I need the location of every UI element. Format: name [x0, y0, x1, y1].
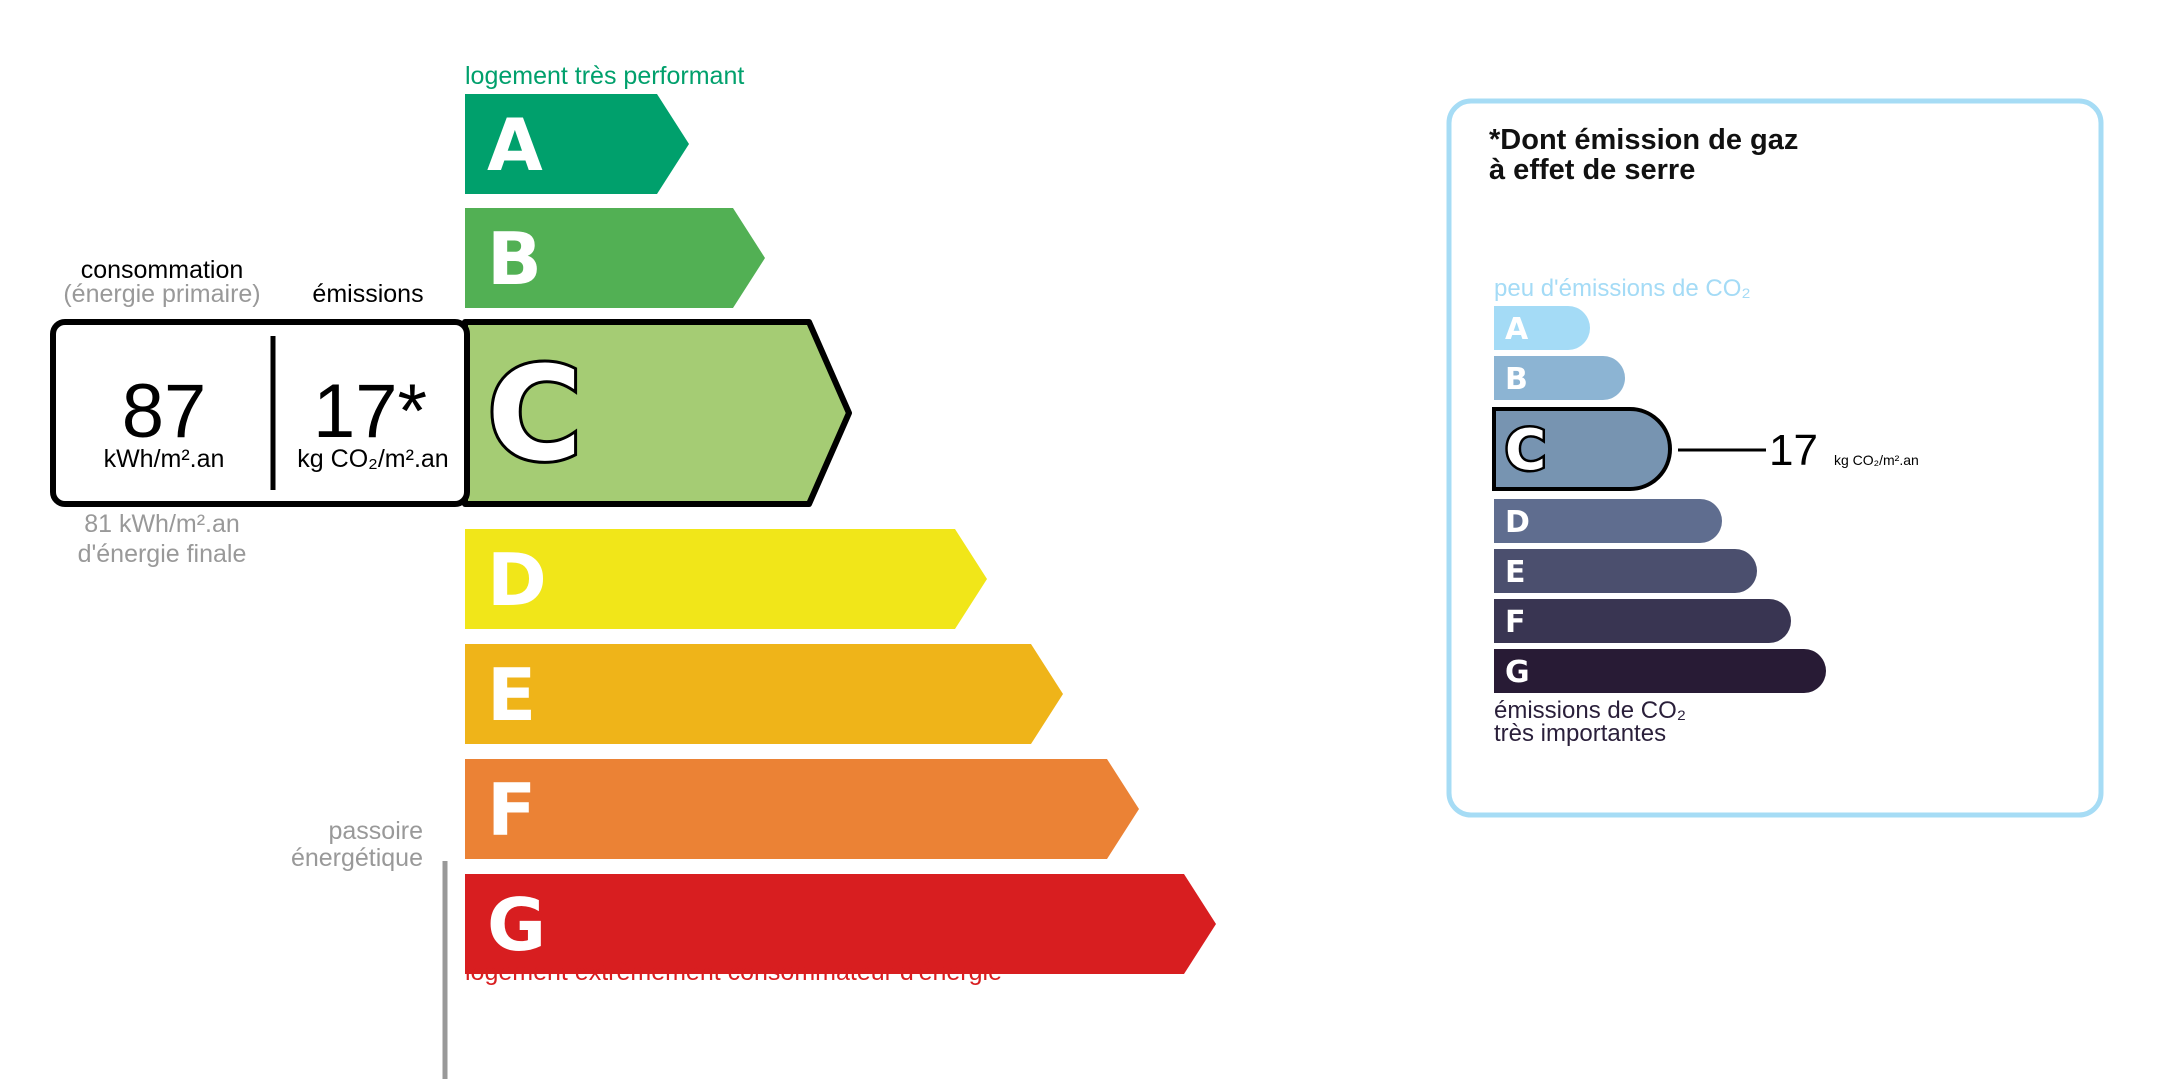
energy-class-d: D	[465, 529, 987, 629]
energy-class-a: A	[465, 94, 689, 194]
energy-arrow	[465, 529, 987, 629]
emissions-value: 17*	[313, 369, 427, 454]
ghg-class-f: F	[1494, 599, 1791, 643]
energy-class-g: G	[465, 874, 1216, 974]
ghg-bar	[1494, 649, 1826, 693]
energy-letter: F	[487, 768, 536, 852]
final-energy-label: d'énergie finale	[78, 540, 247, 568]
ghg-letter: D	[1505, 505, 1530, 540]
energy-arrow	[465, 94, 689, 194]
ghg-bar	[1494, 306, 1590, 350]
ghg-bar	[1494, 499, 1722, 543]
ghg-letter: E	[1505, 555, 1526, 590]
emissions-unit: kg CO₂/m².an	[297, 445, 448, 473]
energy-class-b: B	[465, 208, 765, 308]
ghg-letter: G	[1505, 655, 1530, 690]
energy-letter: E	[487, 653, 536, 737]
passoire-label-2: énergétique	[291, 844, 423, 872]
energy-class-f: F	[465, 759, 1139, 859]
energy-letter: A	[487, 103, 543, 187]
ghg-title-1: *Dont émission de gaz	[1489, 124, 1798, 156]
energy-arrow	[465, 208, 765, 308]
emissions-heading: émissions	[312, 280, 423, 308]
energy-letter: B	[487, 217, 542, 301]
ghg-unit: kg CO₂/m².an	[1834, 452, 1919, 468]
ghg-class-d: D	[1494, 499, 1722, 543]
ghg-value: 17	[1769, 426, 1818, 475]
energy-letter: D	[487, 538, 547, 622]
energy-top-label: logement très performant	[465, 62, 744, 90]
final-energy-value: 81 kWh/m².an	[84, 510, 240, 538]
energy-arrow	[465, 644, 1063, 744]
ghg-class-e: E	[1494, 549, 1757, 593]
ghg-class-g: G	[1494, 649, 1826, 693]
energy-arrow	[465, 874, 1216, 974]
ghg-top-label: peu d'émissions de CO₂	[1494, 275, 1751, 302]
ghg-bar	[1494, 356, 1625, 400]
ghg-class-c: C	[1492, 407, 1672, 491]
energy-bottom-label: logement extrêmement consommateur d'éner…	[465, 958, 1002, 986]
ghg-class-a: A	[1494, 306, 1590, 350]
ghg-bottom-label-2: très importantes	[1494, 720, 1666, 747]
ghg-title-2: à effet de serre	[1489, 154, 1695, 186]
ghg-bar	[1494, 549, 1757, 593]
passoire-label-1: passoire	[329, 817, 424, 845]
energy-arrow	[465, 759, 1139, 859]
ghg-class-b: B	[1494, 356, 1625, 400]
energy-class-c: C	[462, 319, 852, 507]
consumption-heading: consommation	[81, 256, 244, 284]
consumption-subheading: (énergie primaire)	[63, 280, 260, 308]
current-values-box	[50, 319, 470, 507]
ghg-letter: C	[1505, 418, 1546, 483]
energy-class-e: E	[465, 644, 1063, 744]
ghg-letter: A	[1505, 312, 1529, 347]
ghg-bottom-label-1: émissions de CO₂	[1494, 697, 1686, 724]
consumption-unit: kWh/m².an	[104, 445, 225, 473]
ghg-bar	[1494, 599, 1791, 643]
consumption-value: 87	[122, 369, 207, 454]
energy-letter: C	[487, 338, 582, 490]
ghg-bar	[1492, 407, 1672, 491]
energy-letter: G	[487, 883, 546, 967]
ghg-letter: B	[1505, 362, 1528, 397]
ghg-letter: F	[1505, 605, 1526, 640]
